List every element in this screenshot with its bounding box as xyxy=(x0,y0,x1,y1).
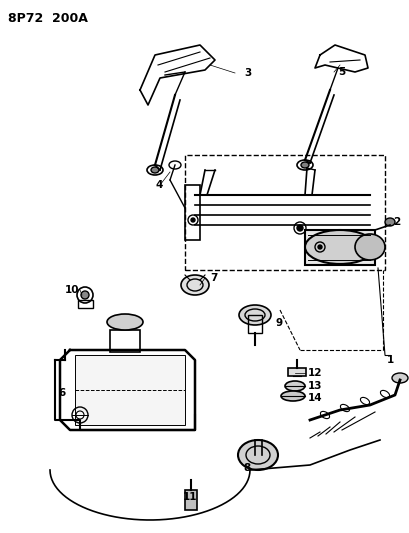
Bar xyxy=(248,315,262,333)
Text: 1: 1 xyxy=(387,355,394,365)
Text: 4: 4 xyxy=(155,180,162,190)
Ellipse shape xyxy=(151,167,159,173)
Bar xyxy=(110,330,140,352)
Bar xyxy=(288,368,306,376)
Ellipse shape xyxy=(355,234,385,260)
Text: 6: 6 xyxy=(58,388,65,398)
Bar xyxy=(78,300,93,308)
Ellipse shape xyxy=(318,245,322,249)
Text: 3: 3 xyxy=(244,68,251,78)
Text: 8P72  200A: 8P72 200A xyxy=(8,12,88,25)
Text: 13: 13 xyxy=(308,381,323,391)
Text: 12: 12 xyxy=(308,368,323,378)
Text: 2: 2 xyxy=(393,217,400,227)
Ellipse shape xyxy=(305,230,375,264)
Ellipse shape xyxy=(191,218,195,222)
Ellipse shape xyxy=(239,305,271,325)
Ellipse shape xyxy=(297,225,303,231)
Ellipse shape xyxy=(81,291,89,299)
Text: 14: 14 xyxy=(308,393,323,403)
Ellipse shape xyxy=(301,162,309,168)
Ellipse shape xyxy=(285,381,305,391)
Bar xyxy=(305,230,375,265)
Text: 8: 8 xyxy=(243,463,250,473)
Ellipse shape xyxy=(107,314,143,330)
Bar xyxy=(75,355,185,425)
Text: 7: 7 xyxy=(210,273,217,283)
Text: 5: 5 xyxy=(338,67,345,77)
Ellipse shape xyxy=(281,391,305,401)
Bar xyxy=(185,155,385,270)
Text: 9: 9 xyxy=(276,318,283,328)
Text: 11: 11 xyxy=(183,492,198,502)
Ellipse shape xyxy=(181,275,209,295)
Ellipse shape xyxy=(238,440,278,470)
Text: 10: 10 xyxy=(65,285,79,295)
Bar xyxy=(185,490,197,510)
Bar xyxy=(185,185,200,240)
Ellipse shape xyxy=(392,373,408,383)
Ellipse shape xyxy=(385,218,395,226)
